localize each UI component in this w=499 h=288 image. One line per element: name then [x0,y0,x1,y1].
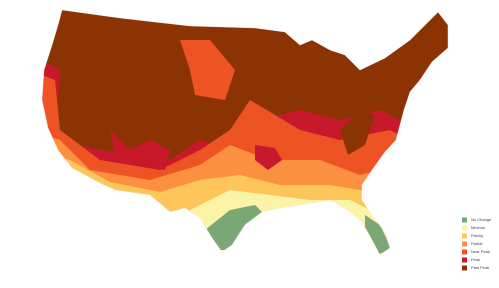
region-past-peak-appalachia [340,110,375,155]
legend-label: Peak [471,257,480,262]
legend-swatch [462,249,467,255]
legend-swatch [462,241,467,247]
region-near-peak-plains [180,40,235,100]
legend-label: Patchy [471,233,483,238]
legend: No Change Minimal Patchy Partial Near Peak Pe… [462,217,492,271]
legend-swatch [462,233,467,239]
region-peak-southwest [110,130,170,170]
legend-label: No Change [471,217,492,222]
legend-label: Near Peak [471,249,490,254]
legend-swatch [462,217,467,223]
region-peak-ozark [255,145,282,170]
legend-label: Partial [471,241,482,246]
legend-label: Minimal [471,225,485,230]
legend-swatch [462,257,467,263]
legend-swatch [462,265,467,271]
region-minimal [180,190,390,255]
legend-swatch [462,225,467,231]
region-no-change-texas [205,205,265,250]
legend-label: Past Peak [471,265,489,270]
